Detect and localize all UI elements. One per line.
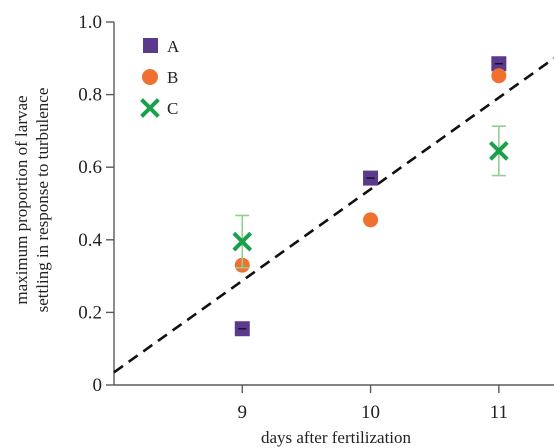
data-point-c — [489, 141, 509, 161]
y-tick-label: 0.8 — [78, 85, 102, 106]
fit-line — [113, 57, 554, 374]
x-ticks: 9 10 11 — [238, 385, 508, 423]
data-point-b — [491, 68, 507, 84]
legend-label-b: B — [167, 68, 178, 87]
y-tick-label: 0.4 — [78, 230, 102, 251]
x-tick-label: 9 — [238, 402, 248, 423]
y-tick-label: 0 — [93, 375, 103, 396]
data-point-c — [232, 231, 253, 252]
x-tick-label: 11 — [490, 402, 508, 423]
data-marks — [232, 56, 509, 337]
fit-layer — [113, 57, 554, 374]
x-axis-title: days after fertilization — [261, 428, 412, 447]
x-tick-label: 10 — [361, 402, 380, 423]
axes — [113, 22, 554, 386]
data-point-b — [363, 212, 379, 228]
y-tick-label: 0.6 — [78, 157, 102, 178]
legend-marker-b — [142, 69, 158, 85]
y-ticks: 0 0.2 0.4 0.6 0.8 1.0 — [78, 12, 114, 396]
legend: A B C — [140, 37, 180, 118]
y-tick-label: 0.2 — [78, 302, 102, 323]
y-axis-title-line-1: maximum proportion of larvae — [12, 95, 31, 304]
legend-label-c: C — [167, 99, 178, 118]
legend-marker-a — [143, 38, 158, 53]
legend-marker-c — [140, 98, 160, 118]
y-axis-title-line-2: settling in response to turbulence — [33, 88, 52, 313]
y-tick-label: 1.0 — [78, 12, 102, 33]
y-axis-title: maximum proportion of larvae settling in… — [12, 88, 52, 313]
legend-label-a: A — [167, 37, 180, 56]
